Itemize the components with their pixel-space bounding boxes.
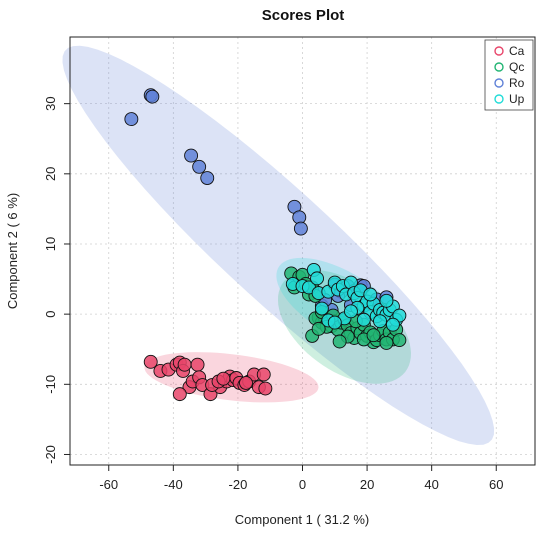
point-up [314, 301, 329, 316]
point-up [373, 314, 387, 329]
legend-box [484, 39, 534, 111]
point-qc [311, 321, 326, 336]
point-ro [200, 171, 215, 185]
point-up [310, 271, 324, 286]
point-ca [216, 371, 231, 386]
x-tick-label: 0 [299, 477, 306, 492]
point-ca [177, 357, 192, 372]
point-up [363, 287, 378, 302]
y-tick-label: -10 [43, 375, 58, 394]
point-ca [190, 357, 205, 372]
point-ca [143, 354, 158, 369]
legend: Ca Qc Ro Up [484, 39, 534, 111]
point-qc [332, 334, 347, 349]
point-ro [184, 148, 199, 163]
x-tick-label: 40 [424, 477, 438, 492]
point-up [343, 304, 358, 319]
y-tick-label: -20 [43, 445, 58, 464]
x-tick-label: 20 [360, 477, 374, 492]
legend-marker-ca [494, 46, 504, 56]
point-up [327, 315, 342, 330]
legend-label-up: Up [509, 92, 525, 106]
point-qc [379, 335, 394, 350]
legend-marker-up [494, 94, 504, 104]
legend-marker-ro [494, 78, 504, 88]
point-up [356, 312, 371, 327]
point-up [385, 317, 400, 332]
point-qc [366, 328, 381, 343]
legend-label-ro: Ro [509, 76, 525, 90]
point-ca [258, 381, 273, 396]
x-tick-label: 60 [489, 477, 503, 492]
x-axis-title: Component 1 ( 31.2 %) [235, 512, 369, 527]
x-tick-label: -60 [99, 477, 118, 492]
point-ro [124, 112, 139, 127]
y-tick-label: 20 [43, 167, 58, 181]
legend-label-ca: Ca [509, 44, 525, 58]
point-ca [172, 387, 187, 402]
point-ro [145, 89, 160, 104]
point-up [379, 293, 394, 308]
point-ro [192, 159, 207, 174]
y-axis-title: Component 2 ( 6 %) [5, 193, 20, 309]
chart-title: Scores Plot [262, 7, 345, 24]
y-tick-label: 30 [43, 96, 58, 110]
point-ca [239, 375, 253, 390]
point-qc [392, 333, 407, 348]
axis-ticks: -60 -40 -20 0 20 40 60 -20 -10 0 10 20 30 [43, 96, 503, 492]
data-points [124, 88, 407, 402]
legend-marker-qc [494, 62, 504, 72]
y-tick-label: 10 [43, 237, 58, 251]
x-tick-label: -20 [229, 477, 248, 492]
legend-label-qc: Qc [509, 60, 524, 74]
x-tick-label: -40 [164, 477, 183, 492]
point-ro [293, 221, 308, 236]
point-ca [256, 367, 271, 382]
y-tick-label: 0 [43, 311, 58, 318]
